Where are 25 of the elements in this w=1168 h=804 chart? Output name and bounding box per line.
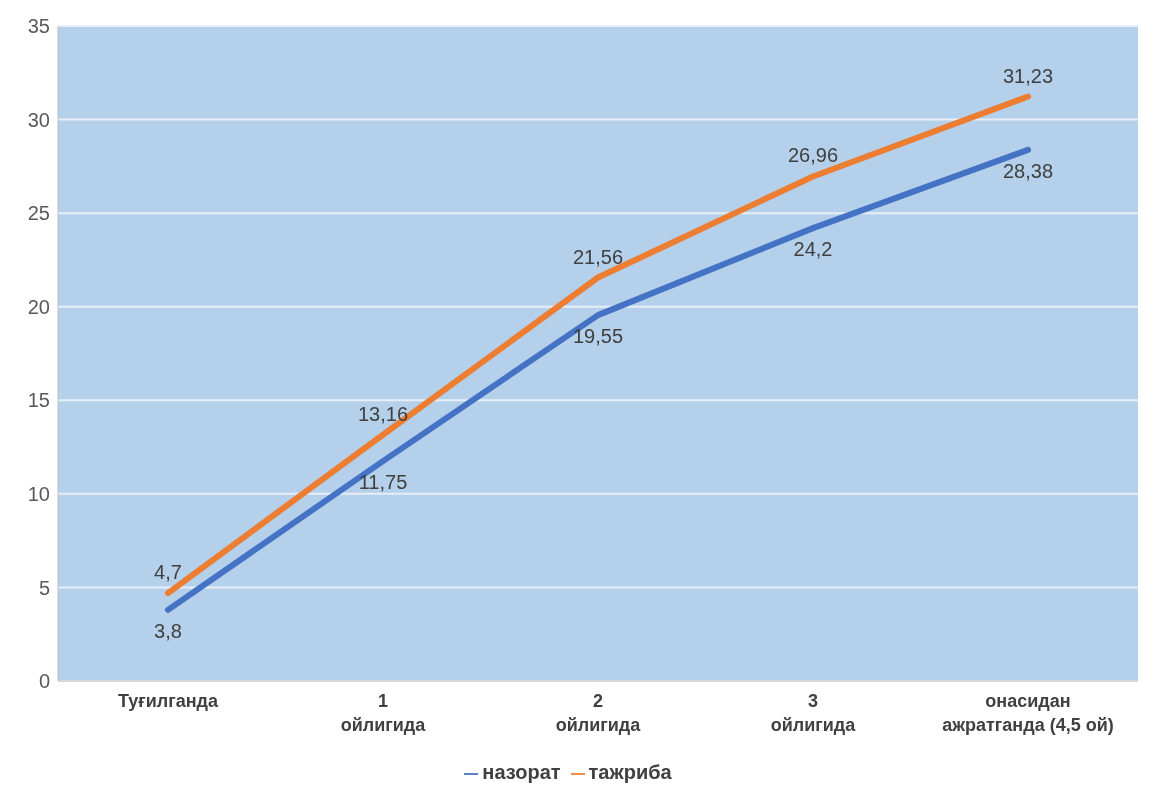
y-tick-label: 25 — [27, 202, 50, 225]
x-tick-label: 1 ойлигида — [340, 691, 427, 735]
data-label: 21,56 — [572, 245, 624, 268]
x-tick-label: 3 ойлигида — [770, 691, 857, 735]
data-label: 13,16 — [357, 402, 409, 425]
y-tick-label: 15 — [27, 389, 50, 412]
data-label: 4,7 — [154, 561, 182, 584]
y-tick-label: 30 — [27, 108, 50, 131]
x-tick-label: 2 ойлигида — [555, 691, 642, 735]
y-tick-label: 5 — [38, 576, 50, 599]
data-label: 24,2 — [793, 238, 833, 261]
y-tick-label: 20 — [27, 295, 50, 318]
data-label: 26,96 — [787, 144, 839, 167]
legend-label: назорат — [482, 761, 561, 783]
x-tick-label: онасидан ажратганда (4,5 ой) — [942, 691, 1114, 735]
data-label: 28,38 — [1002, 160, 1054, 183]
y-tick-label: 35 — [27, 15, 50, 38]
y-tick-label: 0 — [38, 670, 50, 693]
data-label: 31,23 — [1002, 64, 1054, 87]
data-label: 19,55 — [572, 325, 624, 348]
data-label: 3,8 — [154, 620, 182, 643]
y-tick-label: 10 — [27, 482, 50, 505]
data-label: 11,75 — [358, 471, 408, 494]
x-tick-label: Туғилганда — [117, 691, 220, 711]
legend-label: тажриба — [588, 761, 672, 783]
